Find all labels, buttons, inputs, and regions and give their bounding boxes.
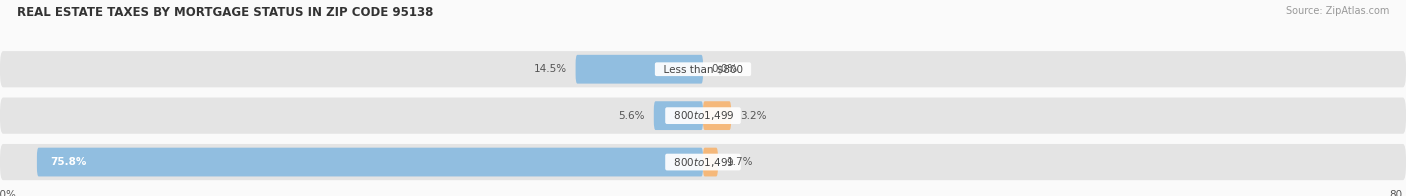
FancyBboxPatch shape (0, 144, 1406, 180)
Text: 14.5%: 14.5% (534, 64, 567, 74)
Text: 75.8%: 75.8% (51, 157, 86, 167)
Text: REAL ESTATE TAXES BY MORTGAGE STATUS IN ZIP CODE 95138: REAL ESTATE TAXES BY MORTGAGE STATUS IN … (17, 6, 433, 19)
FancyBboxPatch shape (0, 98, 1406, 134)
Text: 5.6%: 5.6% (619, 111, 645, 121)
FancyBboxPatch shape (575, 55, 703, 84)
FancyBboxPatch shape (703, 148, 718, 176)
Text: 0.0%: 0.0% (711, 64, 738, 74)
FancyBboxPatch shape (703, 101, 731, 130)
FancyBboxPatch shape (0, 51, 1406, 87)
Text: Less than $800: Less than $800 (657, 64, 749, 74)
Text: $800 to $1,499: $800 to $1,499 (666, 109, 740, 122)
FancyBboxPatch shape (654, 101, 703, 130)
Text: Source: ZipAtlas.com: Source: ZipAtlas.com (1285, 6, 1389, 16)
Text: 1.7%: 1.7% (727, 157, 754, 167)
Text: 3.2%: 3.2% (740, 111, 766, 121)
Text: $800 to $1,499: $800 to $1,499 (666, 156, 740, 169)
FancyBboxPatch shape (37, 148, 703, 176)
